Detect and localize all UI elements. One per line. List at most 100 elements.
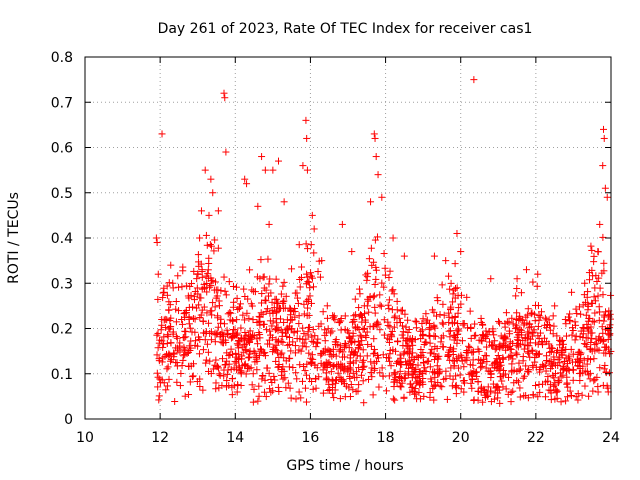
data-point-cloud [229,317,237,325]
data-point-cloud [262,297,270,305]
data-point-cloud [304,278,312,286]
data-point-cloud [180,352,188,360]
data-point-cloud [487,370,495,378]
data-point-cloud [465,342,473,350]
data-point-cloud [483,331,491,339]
data-point-cloud [163,331,171,339]
data-point-cloud [354,323,362,331]
data-point-cloud [532,382,540,390]
data-point-cloud [284,379,292,387]
data-point-cloud [422,310,430,318]
data-point-cloud [598,269,606,277]
data-point-cloud [476,359,484,367]
data-point [158,130,166,138]
data-point-cloud [416,367,424,375]
data-point-cloud [565,313,573,321]
data-point-cloud [154,329,162,337]
data-point-cloud [176,339,184,347]
data-point-cloud [315,257,323,265]
data-point-cloud [156,336,164,344]
data-point-cloud [566,310,574,318]
data-point-cloud [372,275,380,283]
data-point-cloud [430,323,438,331]
data-point-cloud [547,358,555,366]
data-point-cloud [299,342,307,350]
data-point-cloud [382,387,390,395]
data-point [601,184,609,192]
data-point-cloud [397,307,405,315]
data-point-cloud [439,300,447,308]
data-point-cloud [303,312,311,320]
data-point-cloud [258,299,266,307]
data-point-cloud [575,303,583,311]
data-point-cloud [212,286,220,294]
data-point-cloud [527,323,535,331]
data-point-cloud [355,381,363,389]
data-point-cloud [256,313,264,321]
data-point-cloud [513,285,521,293]
data-point-cloud [273,308,281,316]
data-point-cloud [195,258,203,266]
data-point-cloud [172,297,180,305]
data-point-cloud [555,377,563,385]
data-point-cloud [301,384,309,392]
data-point-cloud [258,375,266,383]
data-point-cloud [346,359,354,367]
data-point-cloud [339,348,347,356]
data-point-cloud [271,326,279,334]
data-point-cloud [255,382,263,390]
data-point-cloud [359,325,367,333]
data-point-cloud [513,377,521,385]
data-point-cloud [452,384,460,392]
x-tick-label: 10 [76,430,94,446]
data-point [372,153,380,161]
data-point [348,248,356,256]
data-point-cloud [391,396,399,404]
data-point-cloud [357,333,365,341]
data-point-cloud [516,312,524,320]
data-point-cloud [439,343,447,351]
data-point-cloud [315,373,323,381]
data-point-cloud [294,294,302,302]
data-point-cloud [482,327,490,335]
data-point-cloud [452,284,460,292]
data-point-cloud [260,273,268,281]
data-point-cloud [321,337,329,345]
data-point-cloud [312,374,320,382]
data-point-cloud [354,337,362,345]
data-point-cloud [588,334,596,342]
data-point-cloud [255,329,263,337]
data-point-cloud [588,266,596,274]
data-point-cloud [336,395,344,403]
data-point [599,125,607,133]
data-point-cloud [330,312,338,320]
data-point-cloud [218,328,226,336]
data-point-cloud [259,372,267,380]
data-point-cloud [489,327,497,335]
y-tick-label: 0.5 [51,186,73,202]
data-point [308,211,316,219]
data-point-cloud [407,380,415,388]
data-point-cloud [445,309,453,317]
data-point-cloud [456,371,464,379]
data-point-cloud [496,319,504,327]
data-point-cloud [442,374,450,382]
data-point-cloud [229,350,237,358]
data-point-cloud [489,380,497,388]
data-point [442,257,450,265]
data-point-cloud [447,279,455,287]
data-point-cloud [498,377,506,385]
data-point-cloud [246,347,254,355]
data-point-cloud [190,360,198,368]
data-point-cloud [447,343,455,351]
data-point-cloud [202,356,210,364]
data-point-cloud [471,320,479,328]
data-point-cloud [419,375,427,383]
data-point-cloud [412,324,420,332]
data-point-cloud [595,303,603,311]
data-point-cloud [396,367,404,375]
data-point-cloud [582,311,590,319]
data-point-cloud [397,383,405,391]
data-point-cloud [585,276,593,284]
